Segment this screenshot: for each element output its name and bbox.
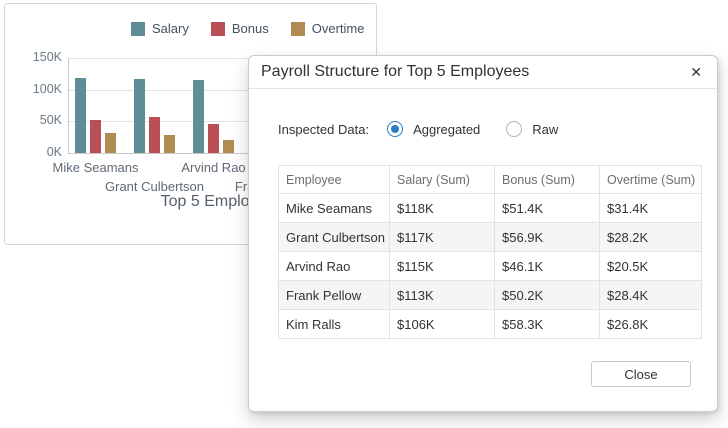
bar-bonus-grant-culbertson[interactable] (149, 116, 160, 153)
legend-swatch-icon (290, 21, 305, 36)
legend-label: Bonus (231, 21, 269, 36)
radio-option-raw[interactable]: Raw (506, 121, 558, 137)
gridline (68, 89, 376, 91)
y-axis-tick-label: 150K (32, 50, 62, 64)
cell-salary: $106K (389, 309, 495, 339)
cell-salary: $115K (389, 251, 495, 281)
table-row: Mike Seamans $118K $51.4K $31.4K (278, 193, 702, 223)
radio-unselected-icon (506, 121, 523, 137)
bar-overtime-mike-seamans[interactable] (105, 133, 116, 153)
bar-salary-arvind-rao[interactable] (193, 80, 204, 153)
column-header-employee: Employee (278, 165, 390, 194)
legend-swatch-icon (131, 21, 145, 36)
cell-bonus: $51.4K (494, 193, 600, 223)
column-header-overtime: Overtime (Sum) (599, 165, 702, 194)
cell-employee: Mike Seamans (278, 193, 390, 223)
y-axis-tick-label: 0K (46, 145, 62, 159)
bar-overtime-grant-culbertson[interactable] (164, 135, 175, 153)
y-axis-tick-label: 100K (32, 81, 62, 96)
cell-salary: $113K (389, 280, 495, 310)
cell-overtime: $26.8K (599, 309, 702, 339)
radio-option-label: Aggregated (413, 121, 481, 137)
cell-salary: $118K (389, 193, 495, 223)
table-row: Arvind Rao $115K $46.1K $20.5K (278, 251, 702, 281)
cell-salary: $117K (389, 222, 495, 252)
legend-label: Overtime (311, 21, 365, 36)
radio-selected-icon (387, 121, 404, 137)
table-row: Grant Culbertson $117K $56.9K $28.2K (278, 222, 702, 252)
chart-legend: Salary Bonus Overtime (131, 21, 364, 36)
table-header-row: Employee Salary (Sum) Bonus (Sum) Overti… (278, 165, 702, 194)
cell-bonus: $58.3K (494, 309, 600, 339)
y-axis-tick-label: 50K (39, 113, 62, 128)
legend-item-overtime[interactable]: Overtime (290, 21, 365, 36)
payroll-structure-dialog: Payroll Structure for Top 5 Employees ✕ … (248, 55, 718, 412)
cell-employee: Grant Culbertson (278, 222, 390, 252)
bar-bonus-arvind-rao[interactable] (208, 123, 219, 153)
close-icon[interactable]: ✕ (690, 64, 702, 80)
x-axis-category-label: Mike Seamans (52, 160, 139, 175)
bar-salary-grant-culbertson[interactable] (134, 78, 145, 153)
dialog-title: Payroll Structure for Top 5 Employees (261, 63, 530, 80)
gridline (68, 58, 376, 59)
cell-overtime: $28.4K (599, 280, 702, 310)
bar-overtime-arvind-rao[interactable] (223, 140, 234, 153)
cell-overtime: $20.5K (599, 251, 702, 281)
cell-employee: Kim Ralls (278, 309, 390, 339)
x-axis-category-label: Arvind Rao (181, 160, 246, 175)
cell-overtime: $28.2K (599, 222, 702, 252)
payroll-table: Employee Salary (Sum) Bonus (Sum) Overti… (278, 165, 702, 339)
cell-bonus: $56.9K (494, 222, 600, 252)
gridline (68, 121, 376, 123)
table-row: Frank Pellow $113K $50.2K $28.4K (278, 280, 702, 310)
x-axis-category-label: Grant Culbertson (105, 179, 204, 194)
table-row: Kim Ralls $106K $58.3K $26.8K (278, 309, 702, 339)
cell-employee: Arvind Rao (278, 251, 390, 281)
legend-item-salary[interactable]: Salary (131, 21, 189, 36)
inspected-data-row: Inspected Data: Aggregated Raw (278, 121, 584, 137)
cell-employee: Frank Pellow (278, 280, 390, 310)
y-axis-line (68, 58, 69, 154)
bar-salary-mike-seamans[interactable] (75, 78, 86, 153)
cell-overtime: $31.4K (599, 193, 702, 223)
cell-bonus: $50.2K (494, 280, 600, 310)
column-header-salary: Salary (Sum) (389, 165, 495, 194)
dialog-header: Payroll Structure for Top 5 Employees ✕ (249, 56, 717, 89)
cell-bonus: $46.1K (494, 251, 600, 281)
legend-item-bonus[interactable]: Bonus (210, 21, 269, 36)
close-button[interactable]: Close (591, 361, 691, 387)
legend-swatch-icon (210, 21, 225, 36)
column-header-bonus: Bonus (Sum) (494, 165, 600, 194)
radio-option-label: Raw (532, 121, 559, 137)
inspected-data-label: Inspected Data: (278, 121, 370, 137)
bar-bonus-mike-seamans[interactable] (90, 120, 101, 153)
gridline (68, 153, 376, 154)
legend-label: Salary (152, 21, 189, 36)
radio-option-aggregated[interactable]: Aggregated (387, 121, 480, 137)
